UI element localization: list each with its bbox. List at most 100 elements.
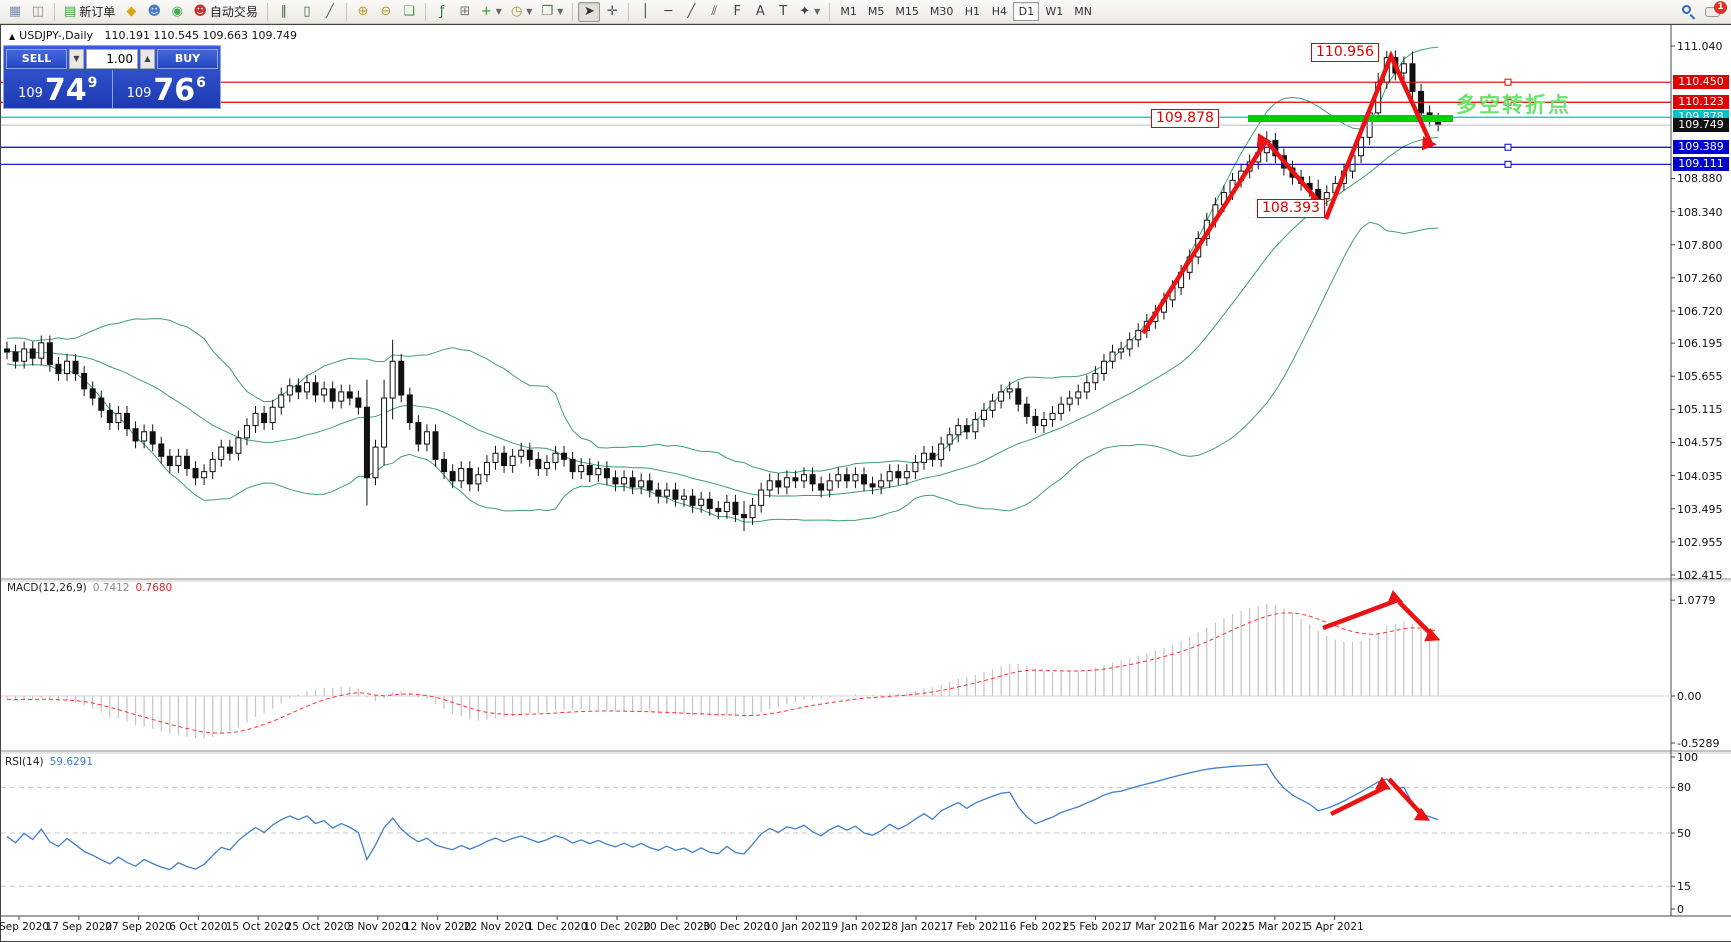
timeframe-button-h4[interactable]: H4: [991, 5, 1007, 18]
fibonacci-button[interactable]: F: [726, 2, 748, 22]
cursor-icon: ➤: [583, 4, 595, 19]
timeframe-button-mn[interactable]: MN: [1074, 5, 1092, 18]
rsi-tick-label: 50: [1677, 827, 1691, 840]
rsi-tick-label: 80: [1677, 781, 1691, 795]
macd-tick-label: 0.00: [1677, 690, 1702, 703]
macd-tick-label: -0.5289: [1677, 737, 1720, 751]
timeframe-button-m5[interactable]: M5: [867, 5, 885, 18]
sell-price[interactable]: 109 74 9: [4, 70, 113, 108]
profile-search-button[interactable]: ◫: [27, 2, 49, 22]
zoom-out-button[interactable]: ⊖: [375, 2, 397, 22]
macd-tick-label: 1.0779: [1677, 594, 1716, 608]
price-tick-label: 106.195: [1677, 337, 1723, 351]
price-tick-label: 103.495: [1677, 502, 1723, 516]
price-tick-label: 108.340: [1677, 205, 1723, 219]
date-label: 10 Dec 2020: [583, 921, 651, 933]
indicators-button[interactable]: ƒ: [431, 2, 453, 22]
date-label: 10 Jan 2021: [764, 921, 828, 933]
rsi-levels: [1, 786, 1671, 887]
price-tick-label: 102.955: [1677, 535, 1723, 549]
template-button[interactable]: ❐ ▼: [541, 4, 564, 19]
volume-input[interactable]: [86, 49, 138, 69]
notifications-button[interactable]: 1: [1701, 0, 1727, 22]
date-label: 27 Sep 2020: [105, 921, 172, 933]
navigator-button[interactable]: ☻: [143, 2, 165, 22]
timeframe-button-m1[interactable]: M1: [840, 5, 857, 18]
channel-button[interactable]: ⫽: [703, 2, 725, 22]
autotrading-button[interactable]: ☻ 自动交易: [193, 4, 258, 19]
line-chart-icon: ╱: [325, 4, 334, 19]
collapse-triangle-icon[interactable]: ▲: [9, 32, 16, 41]
volume-increase-button[interactable]: ▲: [140, 49, 155, 69]
timeframe-button-w1[interactable]: W1: [1045, 5, 1064, 18]
rsi-tick-label: 15: [1677, 880, 1691, 894]
price-badge: 110.450: [1673, 75, 1729, 90]
bar-chart-icon: ∥: [280, 4, 288, 19]
notification-badge: 1: [1714, 0, 1727, 14]
price-tick-label: 106.720: [1677, 304, 1723, 318]
zoom-in-button[interactable]: ⊕: [352, 2, 374, 22]
buy-button[interactable]: BUY: [157, 49, 218, 69]
text-label-button[interactable]: T: [772, 2, 794, 22]
signals-button[interactable]: ◉: [166, 2, 188, 22]
macd-trend-arrows[interactable]: [1322, 597, 1437, 640]
chart-symbol-title: ▲ USDJPY-,Daily 110.191 110.545 109.663 1…: [9, 29, 297, 42]
date-label: 7 Feb 2021: [946, 921, 1006, 933]
zoom-out-icon: ⊖: [380, 4, 392, 19]
macd-label: MACD(12,26,9) 0.7412 0.7680: [7, 582, 173, 594]
timeframe-button-h1[interactable]: H1: [964, 5, 980, 18]
price-badge: 110.123: [1673, 95, 1729, 110]
sell-button[interactable]: SELL: [6, 49, 67, 69]
annotation-support-price[interactable]: 109.878: [1151, 109, 1219, 128]
text-icon: A: [755, 4, 765, 19]
vertical-line-button[interactable]: │: [634, 2, 656, 22]
rsi-line: [6, 763, 1439, 871]
date-label: 28 Jan 2021: [884, 921, 948, 933]
timeframe-button-d1[interactable]: D1: [1013, 2, 1040, 21]
horizontal-line-button[interactable]: ─: [657, 2, 679, 22]
buy-price[interactable]: 109 76 6: [113, 70, 221, 108]
date-label: 25 Mar 2021: [1241, 921, 1309, 933]
volume-decrease-button[interactable]: ▼: [69, 49, 84, 69]
trendline-button[interactable]: ╱: [680, 2, 702, 22]
indicator-list-button[interactable]: ⊞: [454, 2, 476, 22]
annotation-turning-point-note[interactable]: 多空转折点: [1456, 93, 1571, 117]
indicator-list-icon: ⊞: [459, 4, 471, 19]
periods-clock-button[interactable]: ◷ ▼: [510, 4, 533, 19]
green-support-bar[interactable]: [1248, 115, 1453, 122]
market-watch-icon: ◆: [126, 4, 137, 19]
text-button[interactable]: A: [749, 2, 771, 22]
arrows-button[interactable]: ✦ ▼: [799, 4, 821, 19]
rsi-trend-arrows[interactable]: [1330, 777, 1427, 820]
date-label: 3 Nov 2020: [347, 921, 409, 933]
timeframe-button-m30[interactable]: M30: [929, 5, 954, 18]
new-order-button[interactable]: ▤ 新订单: [64, 4, 116, 19]
annotation-peak-price[interactable]: 110.956: [1311, 43, 1379, 62]
market-watch-button[interactable]: ◆: [120, 2, 142, 22]
zoom-in-icon: ⊕: [357, 4, 369, 19]
sell-price-prefix: 109: [18, 86, 43, 101]
bar-chart-button[interactable]: ∥: [273, 2, 295, 22]
chart-window-button[interactable]: ▦: [4, 2, 26, 22]
price-badge: 109.111: [1673, 157, 1729, 172]
search-button[interactable]: [1678, 2, 1700, 22]
date-label: 19 Jan 2021: [824, 921, 888, 933]
toolbar-separator: [54, 2, 55, 21]
date-label: 1 Dec 2020: [526, 921, 588, 933]
crosshair-button[interactable]: ✛: [601, 2, 623, 22]
line-chart-button[interactable]: ╱: [319, 2, 341, 22]
cursor-button[interactable]: ➤: [578, 1, 601, 22]
tile-windows-icon: ❏: [403, 4, 415, 19]
date-label: 16 Mar 2021: [1181, 921, 1249, 933]
timeframe-button-m15[interactable]: M15: [895, 5, 919, 18]
chart-window: ▲ USDJPY-,Daily 110.191 110.545 109.663 1…: [0, 24, 1731, 942]
add-indicator-button[interactable]: + ▼: [480, 4, 502, 19]
chart-canvas[interactable]: [1, 25, 1731, 942]
candlestick-chart-button[interactable]: ▯: [296, 2, 318, 22]
price-trend-arrows[interactable]: [1141, 50, 1434, 335]
macd-histogram: [1, 603, 1671, 739]
date-label: 20 Dec 2020: [643, 921, 711, 933]
annotation-dip-price[interactable]: 108.393: [1257, 199, 1325, 218]
tile-windows-button[interactable]: ❏: [398, 2, 420, 22]
candlestick-chart-icon: ▯: [303, 4, 311, 19]
